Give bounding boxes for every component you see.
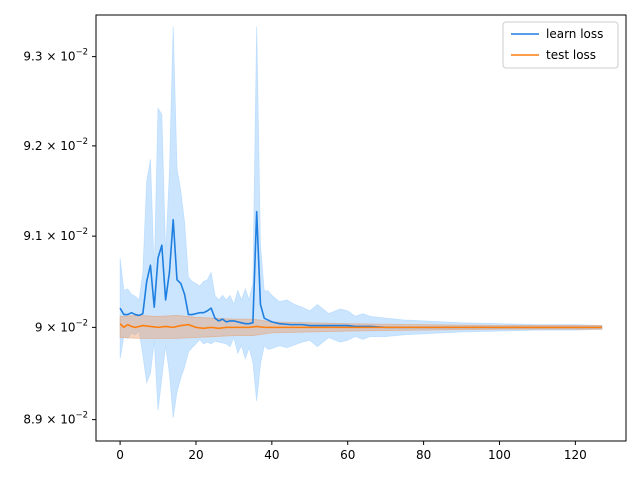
band-learn-loss bbox=[119, 26, 603, 418]
y-axis: 8.9 × 10−2 9 × 10−2 9.1 × 10−2 9.2 × 10−2 9.… bbox=[23, 48, 96, 427]
legend-label: test loss bbox=[546, 48, 596, 62]
x-axis: 0 20 40 60 80 100 120 bbox=[116, 441, 587, 462]
x-tick-label: 80 bbox=[416, 448, 431, 462]
line-test-loss bbox=[119, 323, 602, 330]
legend: learn loss test loss bbox=[502, 21, 619, 69]
legend-label: learn loss bbox=[546, 27, 603, 41]
y-tick-label: 8.9 × 10−2 bbox=[23, 411, 88, 427]
y-tick-label: 9.1 × 10−2 bbox=[23, 227, 88, 243]
y-tick-label: 9 × 10−2 bbox=[35, 318, 88, 334]
plot-frame bbox=[95, 14, 627, 442]
series-lines bbox=[119, 210, 602, 330]
x-tick-label: 120 bbox=[564, 448, 587, 462]
x-tick-label: 0 bbox=[116, 448, 124, 462]
y-tick-label: 9.2 × 10−2 bbox=[23, 137, 88, 153]
x-tick-label: 20 bbox=[188, 448, 203, 462]
line-learn-loss bbox=[119, 210, 602, 329]
x-tick-label: 60 bbox=[340, 448, 355, 462]
x-tick-label: 40 bbox=[264, 448, 279, 462]
confidence-bands bbox=[119, 26, 603, 418]
y-tick-label: 9.3 × 10−2 bbox=[23, 48, 88, 64]
x-tick-label: 100 bbox=[488, 448, 511, 462]
